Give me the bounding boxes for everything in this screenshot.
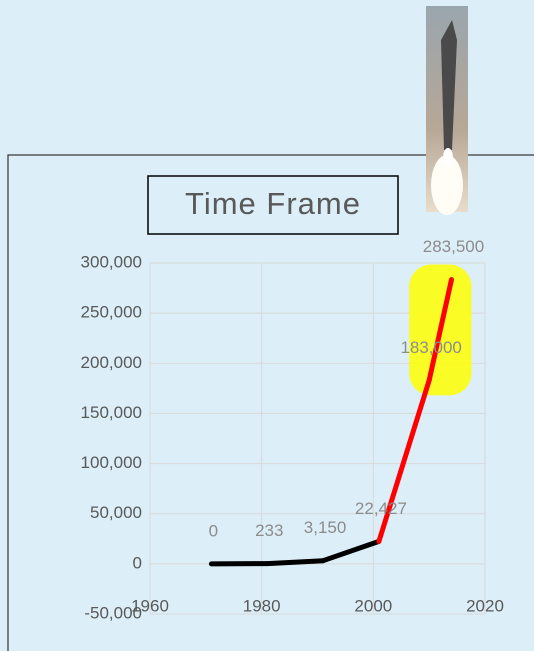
y-tick-label: 200,000 (81, 353, 142, 372)
x-tick-label: 2020 (466, 596, 504, 615)
page: {"chart_data": {"type": "line", "title":… (0, 0, 534, 651)
data-label: 3,150 (304, 518, 347, 537)
y-tick-label: 0 (133, 553, 142, 572)
data-label: 22,427 (355, 499, 407, 518)
rocket-image (426, 6, 468, 215)
x-tick-label: 1980 (243, 596, 281, 615)
y-tick-label: 300,000 (81, 252, 142, 271)
y-tick-label: 150,000 (81, 403, 142, 422)
chart: -50,000050,000100,000150,000200,000250,0… (0, 0, 534, 651)
y-tick-label: 100,000 (81, 453, 142, 472)
line-segment (267, 561, 323, 564)
x-tick-label: 2000 (354, 596, 392, 615)
y-tick-label: 50,000 (90, 503, 142, 522)
data-label: 233 (255, 521, 283, 540)
x-tick-label: 1960 (131, 596, 169, 615)
data-label: 183,000 (400, 338, 461, 357)
y-tick-label: 250,000 (81, 303, 142, 322)
data-label: 0 (209, 521, 218, 540)
data-label: 283,500 (423, 237, 484, 256)
chart-title: Time Frame (185, 186, 361, 221)
